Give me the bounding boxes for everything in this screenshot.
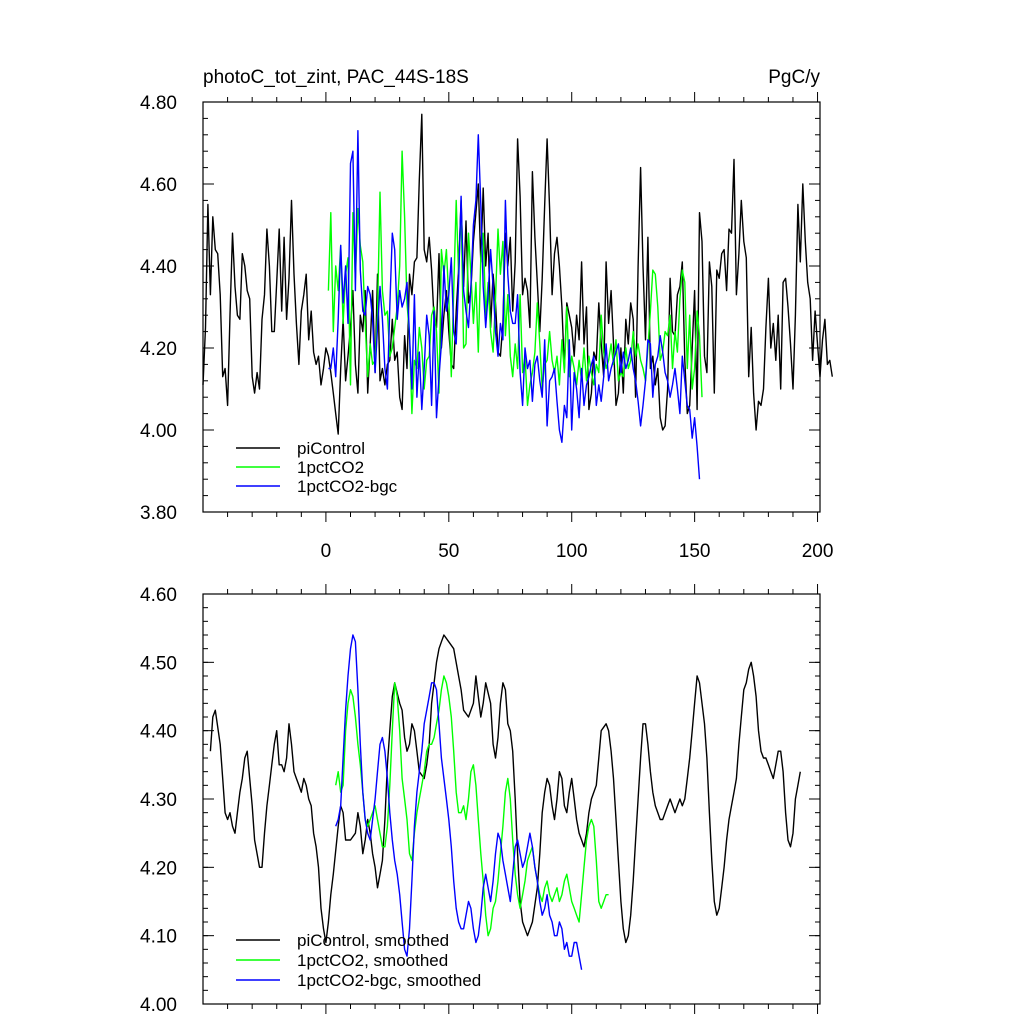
y-tick-label: 4.20 [140,858,177,879]
legend-label: 1pctCO2-bgc, smoothed [297,971,481,990]
y-tick-label: 4.40 [140,722,177,743]
series-line-1pctco2-smoothed [335,675,609,937]
y-tick-label: 4.80 [140,93,177,114]
legend-label: 1pctCO2, smoothed [297,951,448,970]
y-tick-label: 4.30 [140,790,177,811]
x-tick-label: 50 [438,541,459,562]
y-tick-label: 3.80 [140,503,177,524]
top-panel-frame [202,101,821,513]
y-tick-label: 4.20 [140,339,177,360]
top-panel-title: photoC_tot_zint, PAC_44S-18S [203,67,469,88]
x-tick-label: 100 [556,541,588,562]
top-panel-units: PgC/y [768,67,820,88]
y-tick-label: 4.00 [140,421,177,442]
top-panel-series [202,113,833,480]
y-tick-label: 4.60 [140,585,177,606]
series-line-picontrol [202,113,833,435]
series-line-1pctco2 [327,150,703,415]
y-tick-label: 4.50 [140,653,177,674]
x-tick-label: 150 [679,541,711,562]
legend-label: 1pctCO2-bgc [297,477,398,496]
y-tick-label: 4.40 [140,257,177,278]
bottom-panel-axes: 4.00 4.10 4.20 4.30 4.40 4.50 4.60 [140,584,820,1016]
x-tick-label: 0 [321,541,332,562]
y-tick-label: 4.60 [140,175,177,196]
bottom-panel-series [209,634,801,970]
legend-label: 1pctCO2 [297,458,364,477]
top-panel: photoC_tot_zint, PAC_44S-18S PgC/y 3.80 4… [140,67,833,562]
legend-label: piControl [297,439,365,458]
series-line-1pctco2-bgc-smoothed [335,634,583,970]
x-tick-label: 200 [802,541,834,562]
y-tick-label: 4.10 [140,927,177,948]
series-line-1pctco2-bgc [328,129,701,480]
y-tick-label: 4.00 [140,995,177,1016]
top-panel-axes: 3.80 4.00 4.20 4.40 4.60 4.80 0 50 100 150 200 [140,92,833,562]
bottom-panel-frame [202,593,821,1005]
legend-label: piControl, smoothed [297,931,449,950]
series-line-picontrol-smoothed [209,634,801,944]
bottom-panel: 4.00 4.10 4.20 4.30 4.40 4.50 4.60 piControl, … [140,584,821,1016]
